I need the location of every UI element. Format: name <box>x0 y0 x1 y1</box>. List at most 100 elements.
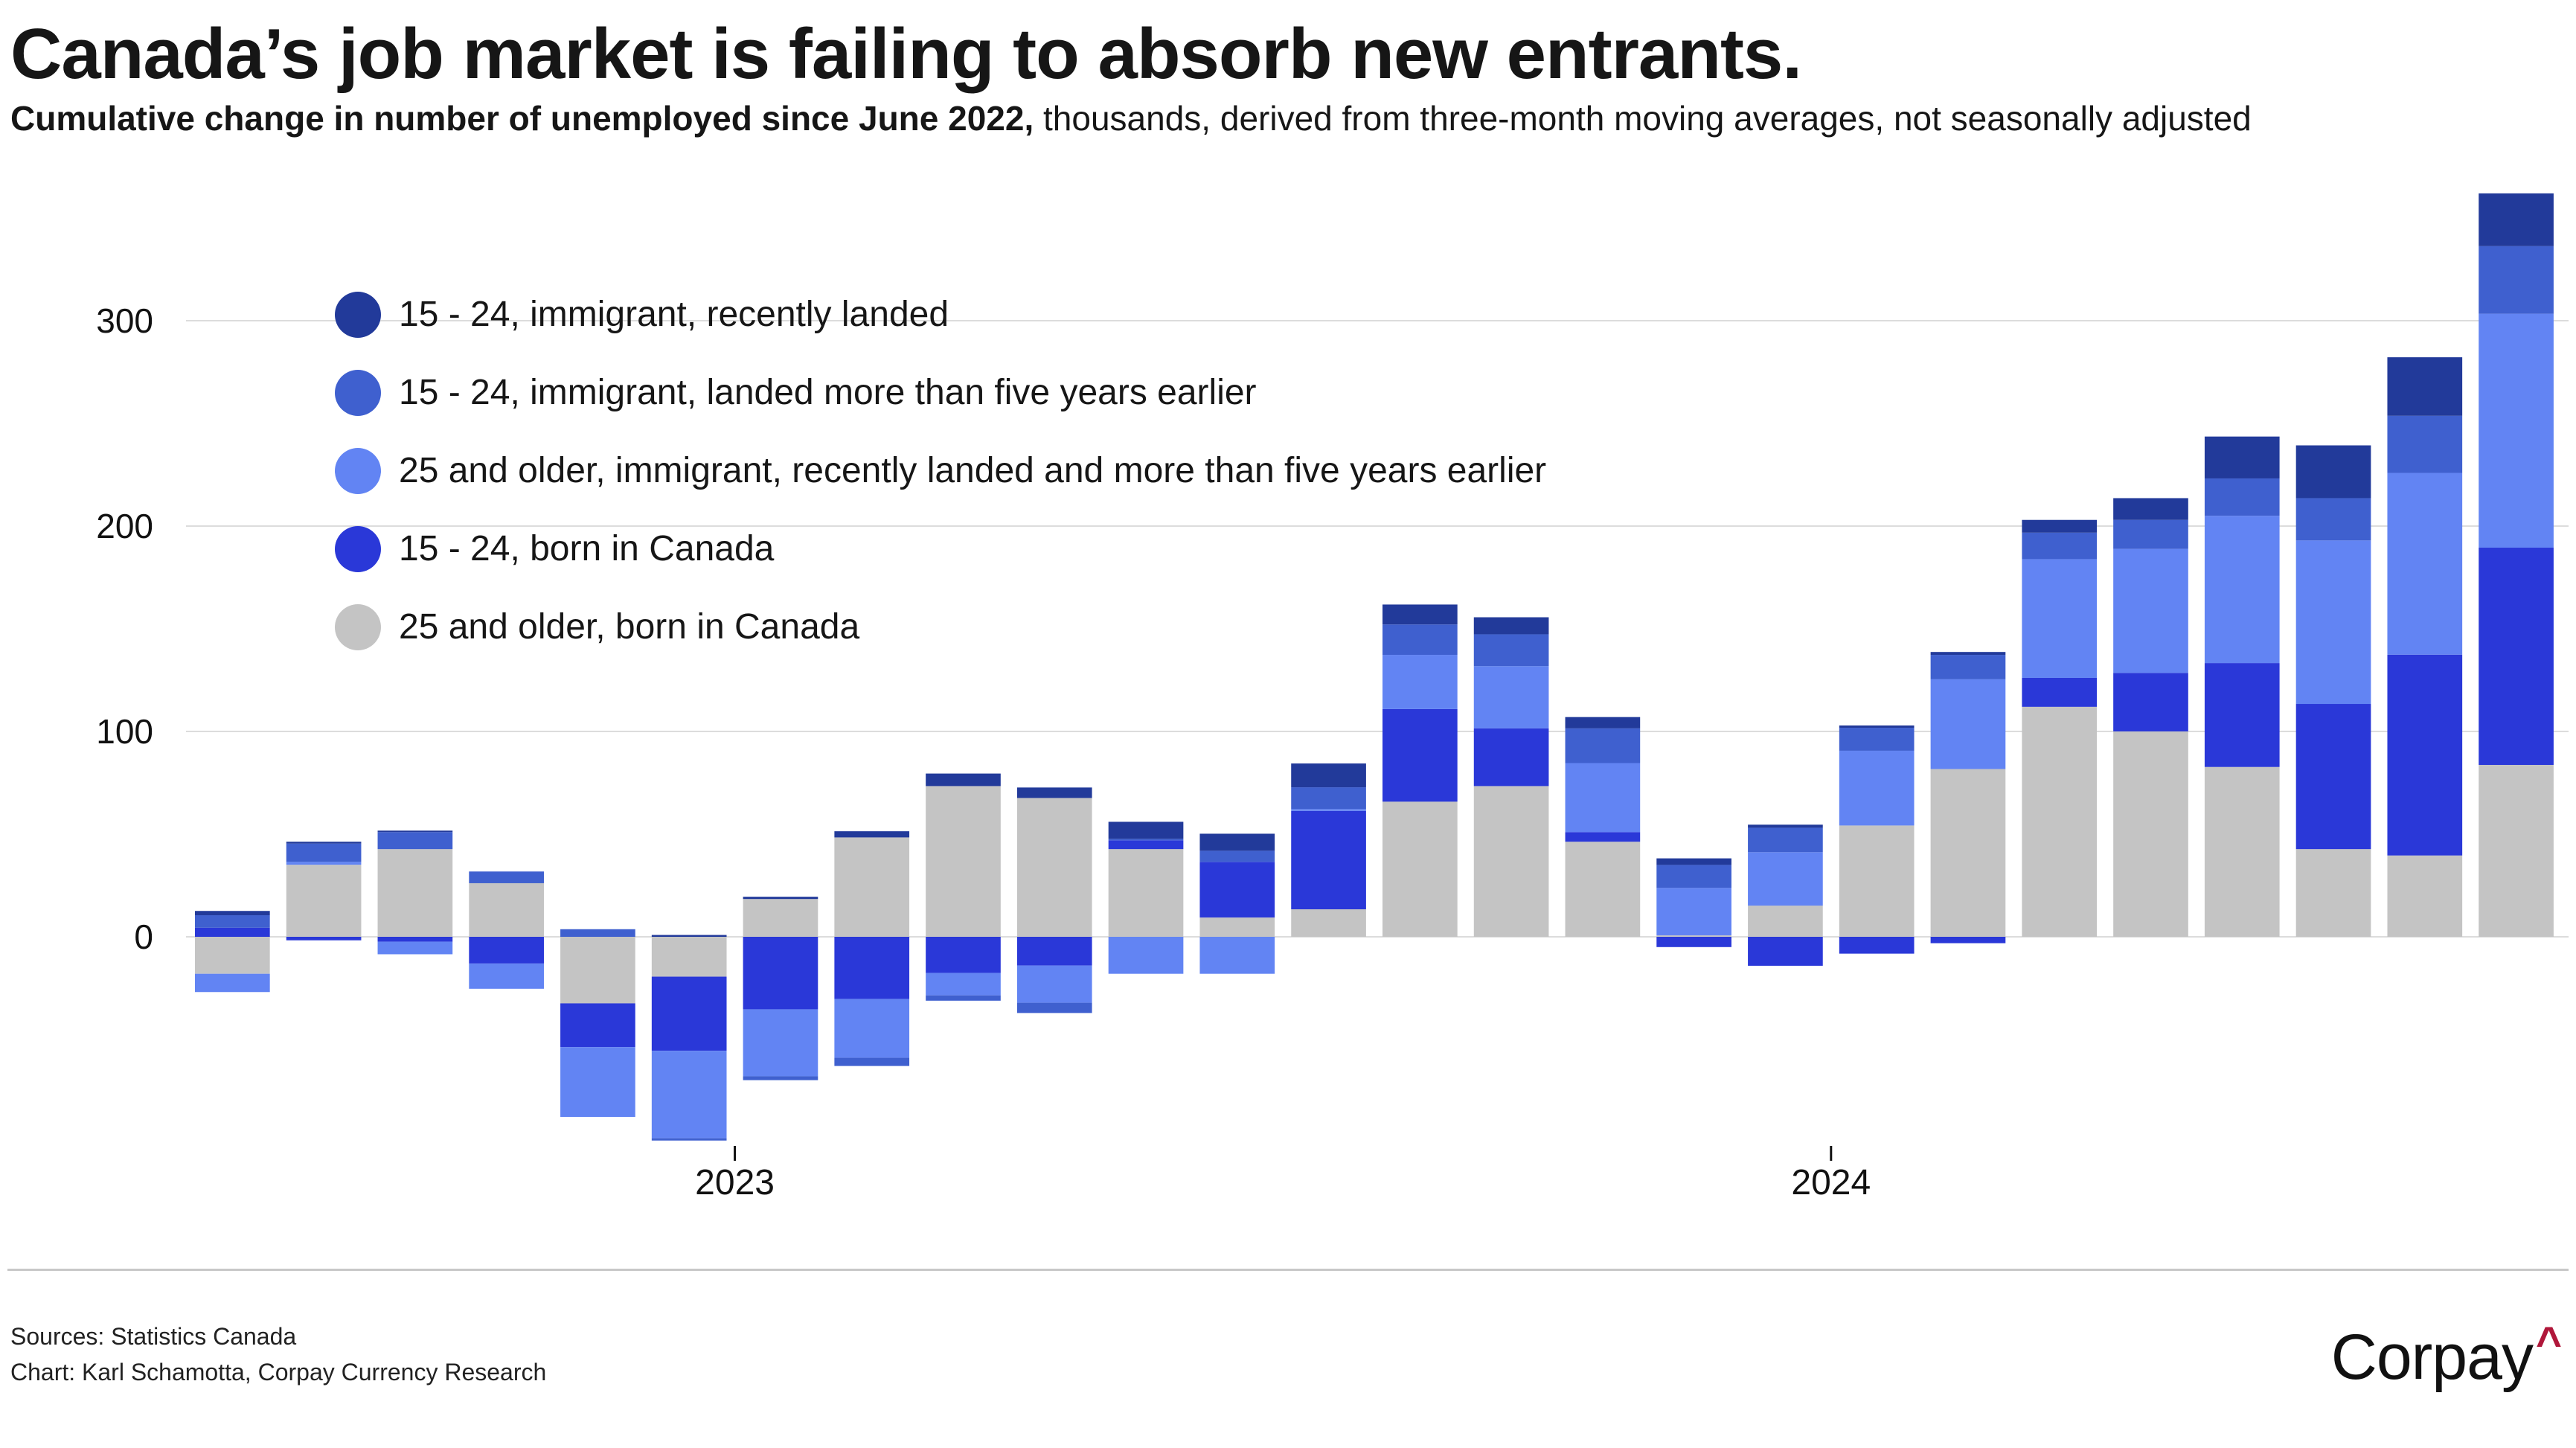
bar-segment <box>469 963 544 989</box>
bar-segment <box>1930 937 2006 944</box>
bar-segment <box>1565 763 1641 833</box>
legend-swatch-icon <box>335 525 381 572</box>
bar-segment <box>560 1047 635 1118</box>
bar-segment <box>651 1138 727 1141</box>
bar-segment <box>1291 909 1366 937</box>
bar-segment <box>1839 725 1915 728</box>
bar-segment <box>2113 548 2188 673</box>
bar-segment <box>560 937 635 1004</box>
bar-segment <box>1565 728 1641 763</box>
bar-segment <box>1656 935 1731 937</box>
bar-segment <box>1656 937 1731 947</box>
bar-segment <box>2387 415 2463 473</box>
bar-segment <box>195 973 270 993</box>
bar-segment <box>1748 906 1823 937</box>
x-tick-label: 2024 <box>1791 1163 1871 1202</box>
bar-segment <box>926 773 1001 787</box>
bar-segment <box>1839 937 1915 954</box>
source-note: Sources: Statistics Canada <box>10 1323 297 1350</box>
stacked-bar-chart: 0 100 200 300 2023 2024 <box>96 193 2569 1202</box>
bar-segment <box>377 849 453 937</box>
logo-text: Corpay <box>2330 1322 2534 1393</box>
y-tick-label: 300 <box>96 301 153 340</box>
bar-segment <box>2479 764 2554 937</box>
legend-item: 15 - 24, immigrant, landed more than fiv… <box>335 353 1546 432</box>
bar-segment <box>743 1009 818 1077</box>
legend-swatch-icon <box>335 291 381 338</box>
bar-segment <box>926 973 1001 996</box>
bar-segment <box>1748 852 1823 906</box>
y-tick-label: 0 <box>134 917 153 956</box>
bar-segment <box>1291 763 1366 788</box>
bar-segment <box>1839 750 1915 826</box>
bar-segment <box>1748 937 1823 966</box>
bar-segment <box>377 830 453 833</box>
bar-segment <box>1382 708 1458 802</box>
bar-segment <box>1656 865 1731 888</box>
bar-segment <box>1108 849 1184 937</box>
subtitle-lead: Cumulative change in number of unemploye… <box>10 99 1034 138</box>
bar-segment <box>834 837 910 937</box>
bar-segment <box>2113 673 2188 731</box>
bar-segment <box>1930 655 2006 679</box>
bar-segment <box>286 843 362 862</box>
bar-segment <box>1108 821 1184 839</box>
bar-segment <box>1565 842 1641 937</box>
bar-segment <box>195 911 270 916</box>
bar-segment <box>2022 519 2098 533</box>
bar-segment <box>195 915 270 928</box>
bar-segment <box>2113 519 2188 549</box>
legend-label: 15 - 24, immigrant, landed more than fiv… <box>399 373 1257 412</box>
legend-swatch-icon <box>335 447 381 494</box>
y-axis: 0 100 200 300 <box>96 301 153 956</box>
corpay-logo: Corpay^ <box>2330 1317 2562 1394</box>
bar-segment <box>1199 850 1275 862</box>
x-axis: 2023 2024 <box>695 1146 1871 1202</box>
bar-segment <box>834 831 910 838</box>
bar-segment <box>2479 193 2554 246</box>
bar-segment <box>1199 833 1275 851</box>
bar-segment <box>651 937 727 977</box>
bar-segment <box>834 1057 910 1066</box>
bar-segment <box>1656 858 1731 865</box>
bar-segment <box>834 999 910 1058</box>
bar-segment <box>1016 937 1092 966</box>
bar-segment <box>1199 862 1275 918</box>
legend-item: 15 - 24, born in Canada <box>335 510 1546 588</box>
bar-segment <box>560 929 635 937</box>
bar-segment <box>743 897 818 900</box>
bar-segment <box>2295 540 2371 705</box>
y-tick-label: 100 <box>96 712 153 751</box>
bar-segment <box>1016 1002 1092 1013</box>
bar-segment <box>1108 839 1184 841</box>
legend-label: 15 - 24, born in Canada <box>399 529 775 568</box>
bar-segment <box>1473 786 1549 937</box>
caret-icon: ^ <box>2535 1318 2562 1368</box>
bar-segment <box>377 941 453 955</box>
bar-segment <box>1199 937 1275 974</box>
bar-segment <box>1382 624 1458 656</box>
bar-segment <box>651 935 727 937</box>
bar-segment <box>1656 888 1731 936</box>
chart-credit: Chart: Karl Schamotta, Corpay Currency R… <box>10 1359 547 1385</box>
bars <box>195 193 2554 1141</box>
legend-item: 25 and older, immigrant, recently landed… <box>335 432 1546 510</box>
bar-segment <box>1473 728 1549 787</box>
legend-item: 25 and older, born in Canada <box>335 588 1546 666</box>
bar-segment <box>2204 766 2280 937</box>
x-tick-label: 2023 <box>695 1163 775 1202</box>
bar-segment <box>2204 516 2280 664</box>
bar-segment <box>2295 445 2371 499</box>
bar-segment <box>1930 652 2006 656</box>
bar-segment <box>286 862 362 865</box>
bar-segment <box>377 832 453 850</box>
bar-segment <box>2479 246 2554 314</box>
bar-segment <box>1930 769 2006 937</box>
bar-segment <box>651 976 727 1051</box>
bar-segment <box>2387 472 2463 655</box>
bar-segment <box>560 1003 635 1048</box>
bar-segment <box>195 927 270 937</box>
bar-segment <box>2022 532 2098 560</box>
bar-segment <box>2113 498 2188 520</box>
bar-segment <box>286 842 362 844</box>
